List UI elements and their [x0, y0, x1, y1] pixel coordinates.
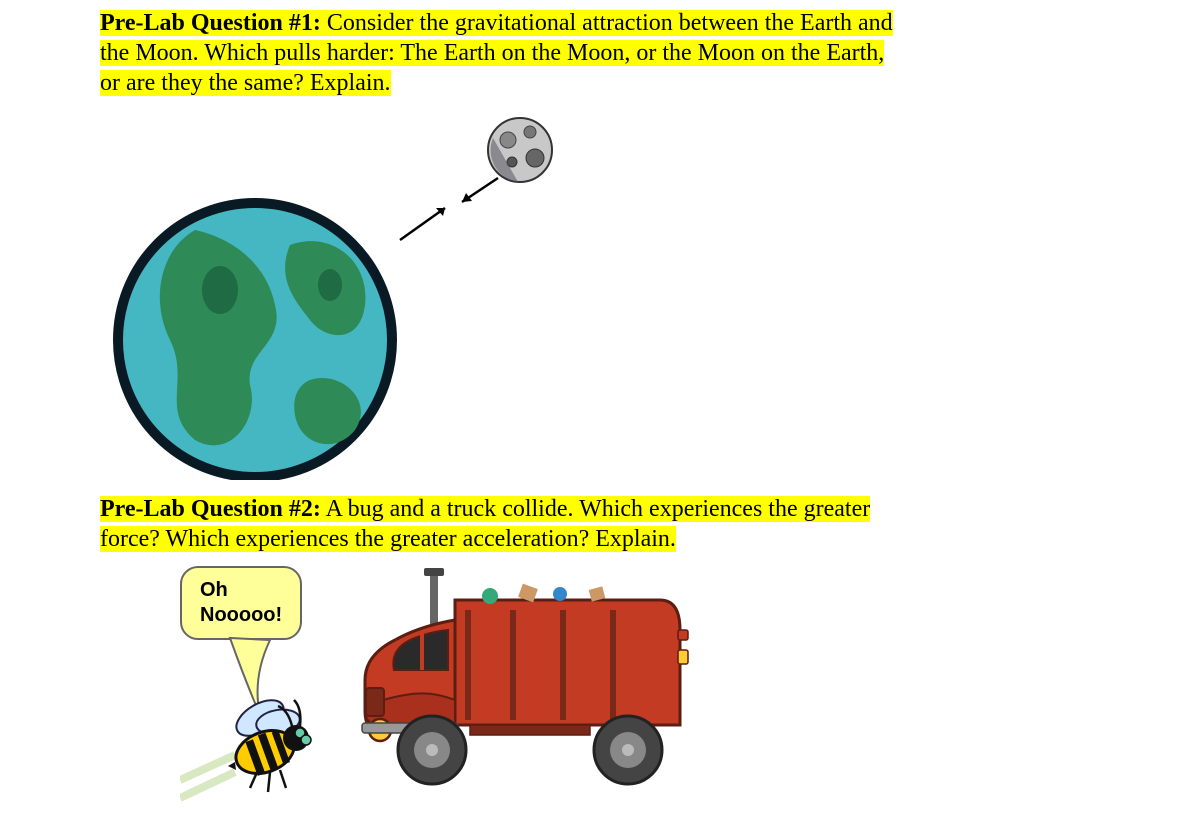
- bee-svg: [180, 680, 340, 820]
- truck-wheel-front-icon: [398, 716, 466, 784]
- truck-svg: [360, 560, 720, 810]
- earth-moon-diagram: [100, 110, 620, 480]
- moon-icon: [488, 118, 552, 182]
- q1-label: Pre-Lab Question #1:: [100, 10, 321, 36]
- earth-icon: [118, 203, 392, 477]
- prelab-question-2: Pre-Lab Question #2: A bug and a truck c…: [100, 494, 1100, 554]
- q2-label: Pre-Lab Question #2:: [100, 496, 321, 522]
- arrow-earth-to-moon-icon: [400, 208, 445, 240]
- q2-text-b: force? Which experiences the greater acc…: [100, 526, 676, 552]
- q1-text-a: Consider the gravitational attraction be…: [321, 10, 893, 36]
- truck-icon: [362, 568, 688, 784]
- earth-moon-svg: [100, 110, 620, 480]
- q1-text-c: or are they the same? Explain.: [100, 70, 391, 96]
- truck-wheel-rear-icon: [594, 716, 662, 784]
- prelab-question-1: Pre-Lab Question #1: Consider the gravit…: [100, 8, 1100, 98]
- q1-text-b: the Moon. Which pulls harder: The Earth …: [100, 40, 884, 66]
- bug-truck-diagram: Oh Nooooo!: [160, 560, 720, 810]
- bee-icon: [180, 693, 311, 798]
- q2-text-a: A bug and a truck collide. Which experie…: [321, 496, 870, 522]
- arrow-moon-to-earth-icon: [462, 178, 498, 202]
